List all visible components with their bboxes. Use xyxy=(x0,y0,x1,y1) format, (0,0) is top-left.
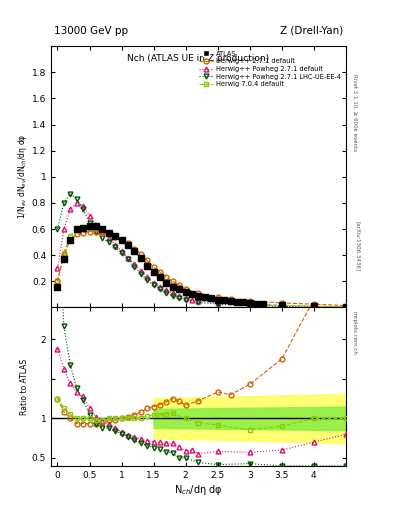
X-axis label: N$_{ch}$/dη dφ: N$_{ch}$/dη dφ xyxy=(174,482,223,497)
Text: Nch (ATLAS UE in Z production): Nch (ATLAS UE in Z production) xyxy=(127,54,270,63)
Legend: ATLAS, Herwig++ 2.7.1 default, Herwig++ Powheg 2.7.1 default, Herwig++ Powheg 2.: ATLAS, Herwig++ 2.7.1 default, Herwig++ … xyxy=(197,50,343,89)
Text: 13000 GeV pp: 13000 GeV pp xyxy=(54,26,128,36)
Text: Rivet 3.1.10, ≥ 600k events: Rivet 3.1.10, ≥ 600k events xyxy=(352,74,357,151)
Y-axis label: 1/N$_{ev}$ dN$_{ev}$/dN$_{ch}$/dη dφ: 1/N$_{ev}$ dN$_{ev}$/dN$_{ch}$/dη dφ xyxy=(16,134,29,220)
Y-axis label: Ratio to ATLAS: Ratio to ATLAS xyxy=(20,358,29,415)
Text: Z (Drell-Yan): Z (Drell-Yan) xyxy=(280,26,343,36)
Text: [arXiv:1306.3436]: [arXiv:1306.3436] xyxy=(356,221,361,271)
Text: mcplots.cern.ch: mcplots.cern.ch xyxy=(352,311,357,355)
